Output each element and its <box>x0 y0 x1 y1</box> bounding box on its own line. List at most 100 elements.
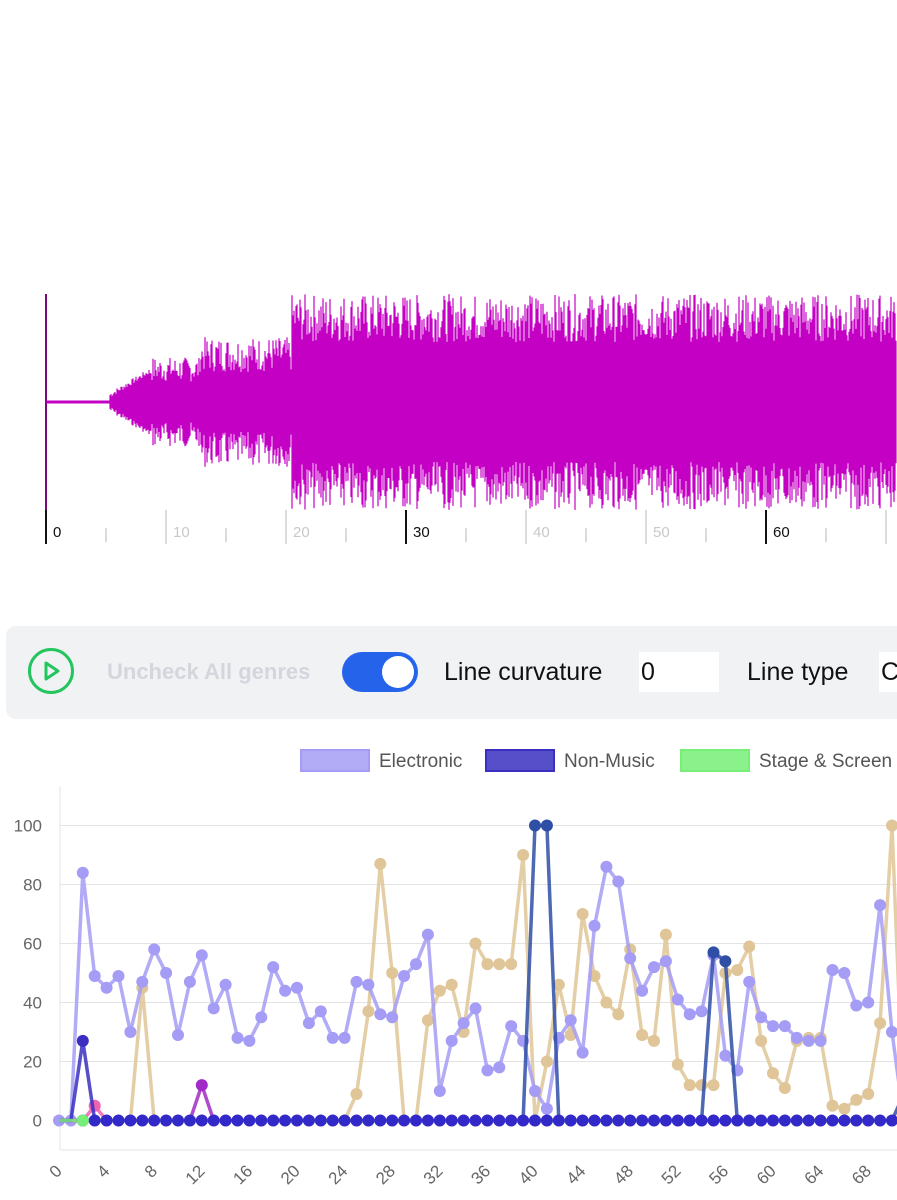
data-point <box>886 1026 897 1038</box>
data-point <box>195 1114 208 1127</box>
data-point <box>160 1114 173 1127</box>
data-point <box>302 1017 315 1030</box>
genre-toggle[interactable] <box>342 652 418 692</box>
y-axis: 0 20 40 60 80 100 <box>14 817 42 1131</box>
data-point <box>778 1082 791 1095</box>
data-point <box>136 1114 149 1127</box>
data-point <box>469 937 482 950</box>
genre-line-chart: Electronic Non-Music Stage & Screen 020406… <box>14 749 897 1188</box>
data-point <box>493 958 506 971</box>
data-point <box>540 1102 553 1115</box>
data-point <box>648 1034 660 1047</box>
data-point <box>731 1114 744 1127</box>
data-point <box>636 984 649 997</box>
data-point <box>802 1034 815 1047</box>
line-type-input[interactable] <box>879 652 897 692</box>
data-point <box>838 967 851 979</box>
x-tick-label: 12 <box>182 1161 209 1188</box>
line-curvature-input[interactable] <box>639 652 719 692</box>
y-tick-label: 60 <box>23 935 42 954</box>
data-point <box>457 1017 470 1030</box>
data-point <box>659 955 672 968</box>
data-point <box>148 943 161 956</box>
data-point <box>540 1055 553 1068</box>
data-point <box>362 1114 375 1127</box>
data-point <box>540 1114 553 1127</box>
data-point <box>374 857 387 870</box>
x-tick-label: 24 <box>325 1161 352 1188</box>
data-point <box>326 1114 339 1127</box>
data-point <box>302 1114 315 1127</box>
data-point <box>112 1114 125 1127</box>
data-point <box>659 928 672 941</box>
data-point <box>469 1114 482 1127</box>
x-tick-label: 52 <box>658 1161 685 1188</box>
data-point <box>707 1114 720 1127</box>
data-point <box>862 1114 875 1127</box>
waveform-tick-label: 60 <box>773 524 790 541</box>
data-point <box>564 1114 577 1127</box>
series-3 <box>59 819 897 1123</box>
waveform-panel[interactable]: 0 10 20 30 40 50 60 <box>0 290 897 550</box>
data-point <box>743 940 756 953</box>
data-point <box>243 1114 256 1127</box>
data-point <box>445 1114 458 1127</box>
data-point <box>505 958 518 971</box>
data-point <box>291 1114 303 1127</box>
data-point <box>719 955 732 968</box>
data-point <box>338 1114 351 1127</box>
y-tick-label: 80 <box>23 876 42 895</box>
legend-swatch <box>485 749 555 772</box>
series-0 <box>53 860 897 1127</box>
play-button[interactable] <box>28 648 74 694</box>
x-axis: 0 4 8 12 16 20 24 28 32 36 40 44 48 52 56 60 64 68 <box>46 1161 875 1188</box>
data-point <box>88 1114 101 1127</box>
data-point <box>683 1008 696 1021</box>
data-point <box>338 1031 351 1044</box>
data-point <box>790 1031 803 1044</box>
data-point <box>398 969 411 982</box>
data-point <box>255 1114 268 1127</box>
data-point <box>695 1114 708 1127</box>
data-point <box>731 964 744 977</box>
waveform-signal <box>46 294 897 510</box>
data-point <box>172 1028 184 1041</box>
data-point <box>374 1008 387 1021</box>
x-tick-label: 68 <box>848 1161 875 1188</box>
series-5 <box>59 1079 897 1123</box>
data-point <box>671 1114 684 1127</box>
data-point <box>755 1011 768 1024</box>
data-point <box>410 1114 422 1127</box>
data-point <box>695 1005 708 1018</box>
data-point <box>445 978 458 991</box>
x-tick-label: 32 <box>420 1161 447 1188</box>
x-tick-label: 36 <box>467 1161 494 1188</box>
data-point <box>314 1114 327 1127</box>
data-point <box>862 996 875 1009</box>
data-point <box>100 981 113 994</box>
data-point <box>398 1114 411 1127</box>
data-point <box>576 1114 589 1127</box>
waveform[interactable]: 0 10 20 30 40 50 60 <box>0 290 897 550</box>
data-point <box>291 981 303 994</box>
x-tick-label: 0 <box>46 1161 66 1181</box>
uncheck-all-genres-button[interactable]: Uncheck All genres <box>107 659 311 684</box>
data-point <box>612 1008 625 1021</box>
series-line <box>59 865 897 1123</box>
data-point <box>719 1049 732 1062</box>
data-point <box>540 819 553 832</box>
data-point <box>814 1114 827 1127</box>
x-tick-label: 60 <box>753 1161 780 1188</box>
data-point <box>505 1114 518 1127</box>
data-point <box>493 1061 506 1074</box>
data-point <box>826 1114 839 1127</box>
data-point <box>636 1028 649 1041</box>
data-point <box>671 1058 684 1071</box>
data-point <box>707 946 720 959</box>
data-point <box>124 1026 137 1038</box>
data-point <box>469 1002 482 1015</box>
data-point <box>136 975 149 988</box>
data-point <box>374 1114 387 1127</box>
play-circle-icon <box>44 661 60 681</box>
data-point <box>148 1114 161 1127</box>
